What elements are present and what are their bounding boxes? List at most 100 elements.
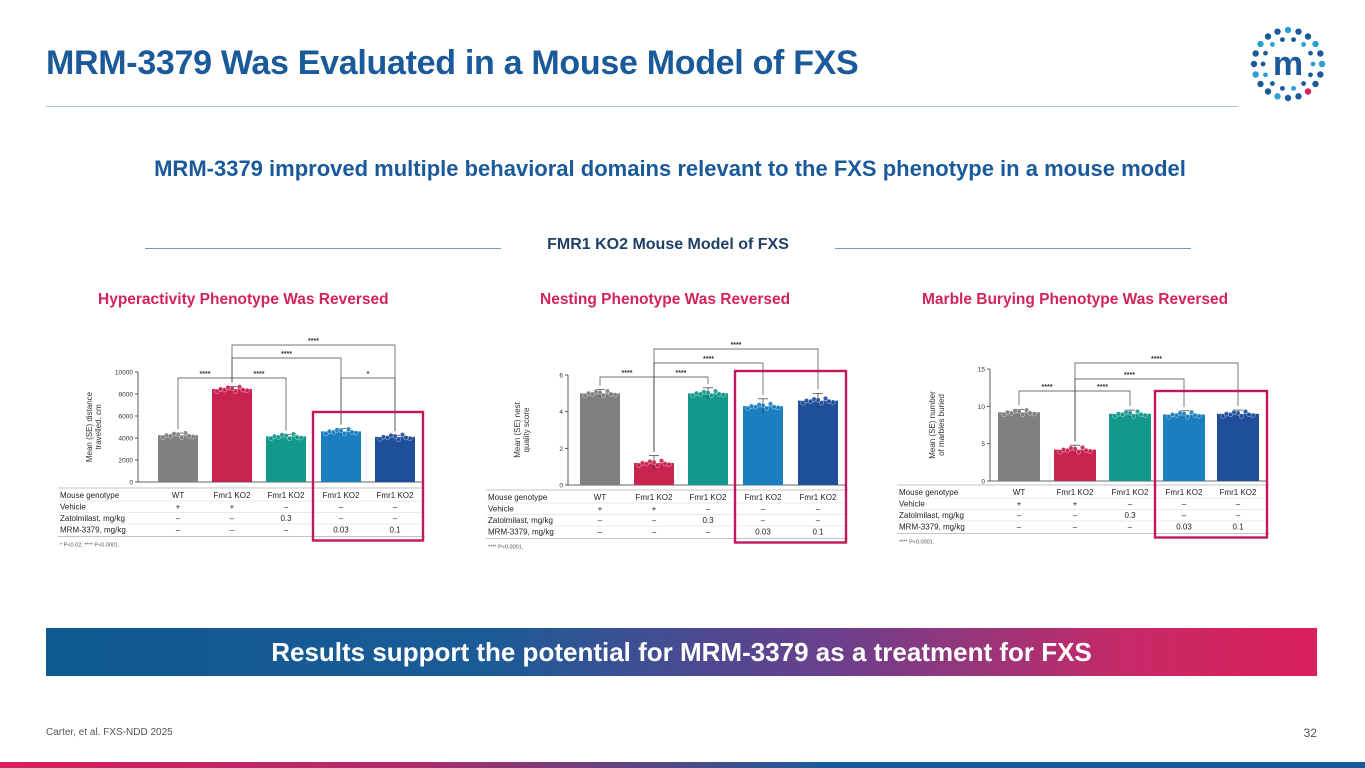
table-cell: Fmr1 KO2	[1057, 488, 1094, 497]
data-point	[240, 387, 246, 393]
table-cell: +	[652, 505, 657, 514]
section-header: FMR1 KO2 Mouse Model of FXS	[145, 236, 1191, 260]
table-cell: Fmr1 KO2	[745, 493, 782, 502]
data-point	[286, 436, 292, 442]
table-cell: –	[816, 516, 821, 525]
table-cell: –	[598, 528, 603, 537]
data-point	[636, 462, 642, 468]
table-cell: –	[339, 514, 344, 523]
significance-label: ****	[1151, 356, 1162, 363]
bar	[158, 435, 198, 482]
bar	[1054, 449, 1096, 481]
table-cell: 0.1	[1232, 523, 1244, 532]
logo-dot	[1317, 50, 1324, 57]
table-cell: –	[598, 516, 603, 525]
table-cell: –	[1073, 511, 1078, 520]
table-cell: –	[652, 516, 657, 525]
data-point	[1189, 409, 1195, 415]
table-cell: –	[1017, 523, 1022, 532]
table-cell: –	[1017, 511, 1022, 520]
table-row-header: MRM-3379, mg/kg	[60, 526, 126, 535]
y-tick-label: 6	[559, 373, 563, 380]
table-cell: –	[816, 505, 821, 514]
data-point	[346, 426, 352, 432]
table-cell: –	[176, 514, 181, 523]
table-cell: –	[1182, 500, 1187, 509]
table-cell: Fmr1 KO2	[1112, 488, 1149, 497]
table-cell: –	[1182, 511, 1187, 520]
data-point	[582, 393, 588, 399]
y-tick-label: 10	[978, 404, 986, 411]
logo-dot	[1304, 88, 1312, 95]
data-point	[1068, 445, 1074, 451]
table-cell: Fmr1 KO2	[1220, 488, 1257, 497]
table-row-header: Mouse genotype	[488, 493, 548, 502]
data-point	[768, 401, 774, 407]
logo-dot	[1264, 33, 1272, 40]
significance-label: ****	[676, 370, 687, 377]
logo-dot	[1291, 85, 1296, 91]
data-point	[756, 402, 762, 408]
table-cell: –	[393, 503, 398, 512]
table-row-header: Mouse genotype	[899, 488, 959, 497]
slide-subtitle: MRM-3379 improved multiple behavioral do…	[154, 156, 1186, 181]
data-point	[1130, 413, 1136, 419]
data-point	[716, 391, 722, 397]
logo-dot	[1295, 28, 1302, 35]
logo-dot	[1291, 37, 1296, 43]
data-point	[819, 400, 825, 406]
footer-gradient-bar	[0, 762, 1365, 768]
data-point	[1023, 407, 1029, 413]
table-cell: Fmr1 KO2	[377, 491, 414, 500]
table-cell: Fmr1 KO2	[268, 491, 305, 500]
data-point	[1134, 409, 1140, 415]
data-point	[1196, 413, 1202, 419]
data-point	[400, 432, 406, 438]
table-cell: Fmr1 KO2	[690, 493, 727, 502]
data-point	[1004, 409, 1010, 415]
data-point	[1185, 414, 1191, 420]
bar	[798, 400, 838, 485]
table-cell: –	[284, 503, 289, 512]
bar	[1217, 413, 1259, 481]
section-label: FMR1 KO2 Mouse Model of FXS	[547, 236, 789, 253]
y-tick-label: 5	[981, 441, 985, 448]
table-cell: –	[230, 526, 235, 535]
banner-text: Results support the potential for MRM-33…	[271, 637, 1092, 667]
data-point	[377, 436, 383, 442]
significance-label: ****	[703, 356, 714, 363]
table-row-header: Vehicle	[60, 503, 86, 512]
data-point	[662, 461, 668, 467]
data-point	[225, 385, 231, 391]
bar	[1109, 413, 1151, 481]
y-tick-label: 4000	[119, 436, 134, 443]
data-point	[1170, 412, 1176, 418]
data-point	[804, 398, 810, 404]
data-point	[182, 430, 188, 436]
table-cell: WT	[172, 491, 185, 500]
table-row-header: Zatolmilast, mg/kg	[488, 516, 553, 525]
table-cell: –	[230, 514, 235, 523]
table-cell: –	[284, 526, 289, 535]
slide-title: MRM-3379 Was Evaluated in a Mouse Model …	[46, 44, 859, 82]
highlight-box	[311, 410, 425, 542]
y-tick-label: 2	[559, 446, 563, 453]
data-point	[1220, 413, 1226, 419]
table-cell: –	[1236, 500, 1241, 509]
data-point	[186, 433, 192, 439]
data-point	[290, 431, 296, 437]
table-cell: Fmr1 KO2	[214, 491, 251, 500]
logo-dot	[1312, 40, 1319, 48]
data-point	[708, 393, 714, 399]
data-point	[800, 400, 806, 406]
data-point	[1138, 412, 1144, 418]
y-axis-label: Mean (SE) distancetravelled, cm	[85, 391, 103, 462]
significance-label: ****	[731, 342, 742, 349]
data-point	[1246, 412, 1252, 418]
data-point	[749, 403, 755, 409]
table-cell: –	[1128, 500, 1133, 509]
significance-label: ****	[1124, 372, 1135, 379]
table-cell: +	[230, 503, 235, 512]
data-point	[658, 458, 664, 464]
table-cell: 0.1	[812, 528, 824, 537]
